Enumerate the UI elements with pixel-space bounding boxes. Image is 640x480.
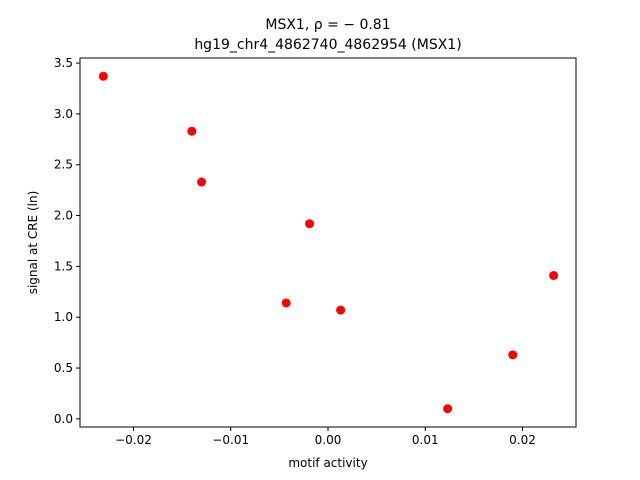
y-tick-label: 3.0 <box>54 107 73 121</box>
y-axis-label: signal at CRE (ln) <box>26 191 40 295</box>
plot-frame <box>79 57 577 428</box>
y-tick-label: 3.5 <box>54 56 73 70</box>
chart-title-line1: MSX1, ρ = − 0.81 <box>265 17 390 33</box>
x-tick-label: −0.01 <box>212 433 249 447</box>
data-point <box>336 305 346 315</box>
y-tick-label: 1.5 <box>54 259 73 273</box>
data-point <box>443 404 453 414</box>
y-axis-ticks: 0.0 0.5 1.0 1.5 2.0 2.5 3.0 3.5 <box>54 56 80 426</box>
data-point <box>305 219 315 229</box>
y-tick-label: 2.0 <box>54 209 73 223</box>
x-tick-label: 0.00 <box>315 433 342 447</box>
y-tick-label: 0.0 <box>54 412 73 426</box>
x-tick-label: 0.01 <box>412 433 439 447</box>
y-tick-label: 1.0 <box>54 310 73 324</box>
x-tick-label: −0.02 <box>115 433 152 447</box>
data-point <box>98 71 108 81</box>
chart-title-line2: hg19_chr4_4862740_4862954 (MSX1) <box>194 37 461 53</box>
data-points <box>98 71 559 414</box>
y-tick-label: 0.5 <box>54 361 73 375</box>
data-point <box>281 298 291 308</box>
x-tick-label: 0.02 <box>509 433 536 447</box>
data-point <box>197 177 207 187</box>
data-point <box>549 271 559 281</box>
x-axis-ticks: −0.02 −0.01 0.00 0.01 0.02 <box>115 427 536 447</box>
y-tick-label: 2.5 <box>54 158 73 172</box>
data-point <box>508 350 518 360</box>
data-point <box>187 126 197 136</box>
x-axis-label: motif activity <box>288 456 367 470</box>
